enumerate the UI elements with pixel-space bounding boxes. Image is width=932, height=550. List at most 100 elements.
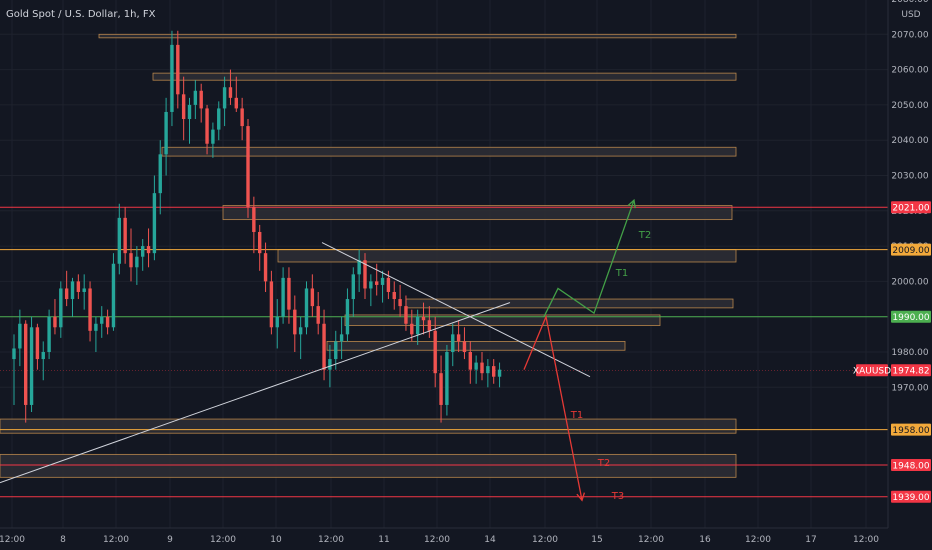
zone-rect — [405, 298, 734, 309]
candle-body — [211, 129, 215, 144]
candle-body — [480, 362, 484, 374]
level-tag-bg — [891, 423, 931, 436]
x-tick-label: 12:00 — [638, 535, 664, 545]
y-axis-panel — [888, 0, 932, 550]
candle-body — [421, 316, 426, 321]
x-axis-panel — [0, 528, 932, 550]
candle-body — [47, 316, 51, 352]
candle-body — [41, 352, 45, 360]
candle-body — [12, 348, 16, 360]
candle-body — [129, 253, 133, 268]
level-tag: 1990.00 — [892, 313, 929, 323]
candle-body — [404, 306, 408, 324]
level-tag-bg — [891, 310, 931, 323]
candle-body — [59, 288, 63, 328]
candles — [12, 30, 502, 423]
x-tick-label: 12:00 — [745, 535, 771, 545]
symbol-tag: XAUUSD — [853, 367, 891, 377]
projection-paths: T1 T2 T1 T2 T3 — [523, 198, 651, 502]
y-axis: 1970.001980.001990.002000.002010.002020.… — [853, 0, 932, 550]
x-tick-label: 10 — [270, 535, 282, 545]
candle-body — [380, 277, 385, 285]
candle-body — [492, 366, 496, 377]
candle-body — [164, 111, 168, 155]
x-tick-label: 12:00 — [853, 535, 879, 545]
candle-body — [316, 306, 320, 324]
candle-body — [322, 323, 326, 370]
y-tick-label: 2050.00 — [891, 101, 928, 111]
candle-body — [269, 281, 274, 328]
candle-body — [64, 288, 69, 300]
x-tick-label: 12:00 — [424, 535, 450, 545]
trendline — [321, 242, 591, 378]
x-tick-label: 8 — [60, 535, 66, 545]
candle-body — [462, 341, 467, 352]
level-tag: 1939.00 — [892, 493, 929, 503]
last-price-tag-bg — [891, 364, 931, 377]
candle-body — [176, 44, 180, 95]
level-tag-bg — [891, 243, 931, 256]
candle-body — [339, 334, 344, 342]
currency-label: USD — [901, 10, 920, 20]
candle-body — [18, 323, 22, 349]
candle-body — [497, 369, 502, 377]
bull-target-t1: T1 — [615, 268, 628, 279]
zone-rect — [98, 33, 737, 39]
candle-body — [287, 277, 291, 310]
candle-body — [240, 108, 244, 127]
bear-projection — [523, 314, 583, 501]
level-tag-bg — [891, 458, 931, 471]
candle-body — [398, 299, 402, 307]
candle-body — [351, 274, 355, 300]
x-tick-label: 12:00 — [103, 535, 129, 545]
candle-body — [258, 231, 262, 254]
y-tick-label: 1980.00 — [891, 348, 928, 358]
zones — [0, 33, 737, 478]
candle-body — [369, 281, 373, 289]
symbol-tag-bg — [856, 364, 888, 377]
candle-body — [334, 341, 338, 360]
candle-body — [386, 277, 391, 292]
candle-body — [29, 327, 34, 405]
bull-target-t2: T2 — [638, 230, 651, 241]
price-levels — [0, 206, 888, 498]
candle-body — [410, 323, 414, 335]
zone-rect — [277, 249, 737, 263]
candle-body — [170, 44, 174, 112]
candle-body — [105, 316, 110, 328]
y-tick-label: 2080.00 — [891, 0, 928, 5]
candle-body — [24, 323, 28, 405]
x-tick-label: 17 — [805, 535, 816, 545]
bear-target-t3: T3 — [611, 491, 624, 502]
candle-body — [281, 277, 285, 317]
candle-body — [88, 288, 92, 331]
bear-target-t2: T2 — [597, 458, 610, 469]
candle-body — [445, 352, 449, 405]
last-price-tag: 1974.82 — [892, 367, 929, 377]
candle-body — [117, 217, 121, 264]
x-tick-label: 12:00 — [210, 535, 236, 545]
y-tick-label: 2000.00 — [891, 277, 928, 287]
candle-body — [439, 373, 443, 405]
candle-body — [152, 193, 157, 254]
trendline — [0, 302, 511, 484]
candle-body — [363, 260, 367, 289]
x-tick-label: 16 — [699, 535, 711, 545]
candle-body — [76, 281, 81, 292]
candle-body — [310, 288, 315, 307]
x-tick-label: 12:00 — [318, 535, 344, 545]
candle-body — [293, 309, 297, 335]
y-tick-label: 2060.00 — [891, 66, 928, 76]
x-tick-label: 9 — [167, 535, 173, 545]
zone-rect — [0, 453, 737, 478]
candle-body — [146, 246, 151, 254]
x-tick-label: 12:00 — [0, 535, 25, 545]
candle-body — [100, 316, 104, 324]
candle-body — [298, 327, 303, 335]
zone-rect — [161, 146, 737, 157]
candle-body — [375, 281, 379, 285]
candle-body — [234, 97, 238, 109]
candle-body — [328, 359, 332, 370]
candle-body — [392, 291, 396, 300]
